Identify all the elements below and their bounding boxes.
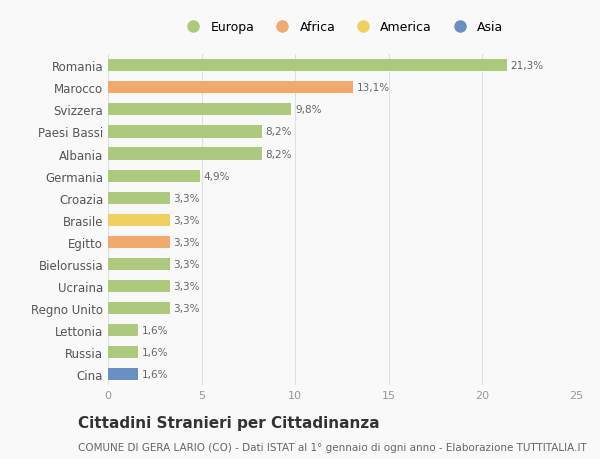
Text: COMUNE DI GERA LARIO (CO) - Dati ISTAT al 1° gennaio di ogni anno - Elaborazione: COMUNE DI GERA LARIO (CO) - Dati ISTAT a…: [78, 442, 587, 452]
Text: Cittadini Stranieri per Cittadinanza: Cittadini Stranieri per Cittadinanza: [78, 415, 380, 431]
Text: 1,6%: 1,6%: [142, 325, 168, 336]
Bar: [108, 60, 507, 72]
Text: 8,2%: 8,2%: [265, 149, 292, 159]
Bar: [108, 214, 170, 226]
Bar: [108, 170, 200, 182]
Text: 3,3%: 3,3%: [173, 237, 200, 247]
Text: 1,6%: 1,6%: [142, 347, 168, 358]
Text: 13,1%: 13,1%: [357, 83, 390, 93]
Legend: Europa, Africa, America, Asia: Europa, Africa, America, Asia: [178, 18, 506, 36]
Bar: [108, 280, 170, 292]
Text: 3,3%: 3,3%: [173, 281, 200, 291]
Text: 3,3%: 3,3%: [173, 193, 200, 203]
Text: 4,9%: 4,9%: [203, 171, 230, 181]
Text: 3,3%: 3,3%: [173, 259, 200, 269]
Bar: [108, 369, 138, 381]
Bar: [108, 126, 262, 138]
Text: 3,3%: 3,3%: [173, 303, 200, 313]
Bar: [108, 258, 170, 270]
Text: 21,3%: 21,3%: [511, 61, 544, 71]
Text: 8,2%: 8,2%: [265, 127, 292, 137]
Text: 1,6%: 1,6%: [142, 369, 168, 380]
Text: 3,3%: 3,3%: [173, 215, 200, 225]
Bar: [108, 148, 262, 160]
Bar: [108, 347, 138, 358]
Bar: [108, 236, 170, 248]
Bar: [108, 82, 353, 94]
Bar: [108, 325, 138, 336]
Bar: [108, 192, 170, 204]
Text: 9,8%: 9,8%: [295, 105, 322, 115]
Bar: [108, 104, 292, 116]
Bar: [108, 302, 170, 314]
